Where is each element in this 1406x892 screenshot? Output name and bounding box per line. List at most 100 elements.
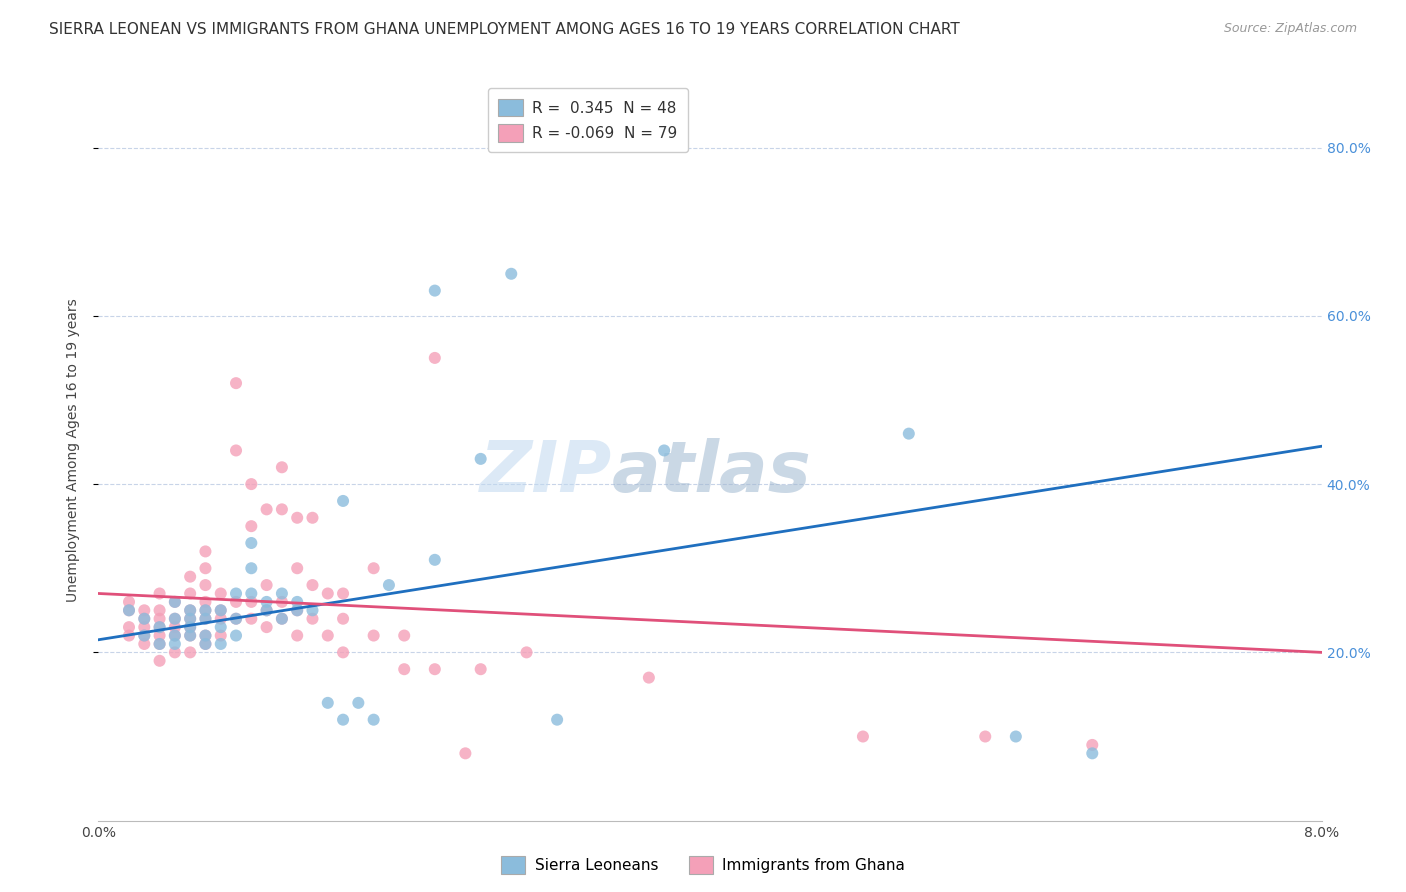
Point — [194, 628, 217, 642]
Point — [637, 671, 661, 685]
Point — [134, 612, 156, 626]
Point — [209, 637, 232, 651]
Point — [194, 603, 217, 617]
Point — [194, 637, 217, 651]
Point — [256, 620, 278, 634]
Point — [270, 612, 294, 626]
Point — [1081, 738, 1104, 752]
Text: atlas: atlas — [612, 438, 811, 508]
Point — [163, 612, 186, 626]
Point — [163, 637, 186, 651]
Point — [423, 284, 446, 298]
Point — [332, 713, 354, 727]
Point — [179, 603, 201, 617]
Point — [470, 662, 492, 676]
Point — [134, 620, 156, 634]
Point — [179, 603, 201, 617]
Point — [149, 628, 172, 642]
Point — [240, 477, 263, 491]
Point — [301, 510, 323, 524]
Point — [118, 620, 141, 634]
Point — [209, 603, 232, 617]
Point — [209, 612, 232, 626]
Point — [423, 351, 446, 365]
Point — [149, 637, 172, 651]
Point — [179, 620, 201, 634]
Point — [194, 561, 217, 575]
Point — [546, 713, 568, 727]
Point — [270, 502, 294, 516]
Point — [179, 569, 201, 583]
Point — [1081, 747, 1104, 761]
Point — [332, 645, 354, 659]
Point — [225, 586, 247, 600]
Point — [118, 628, 141, 642]
Point — [179, 620, 201, 634]
Point — [118, 603, 141, 617]
Point — [163, 595, 186, 609]
Point — [134, 637, 156, 651]
Point — [209, 628, 232, 642]
Point — [194, 544, 217, 558]
Point — [285, 510, 308, 524]
Point — [423, 662, 446, 676]
Point — [332, 612, 354, 626]
Point — [149, 603, 172, 617]
Point — [332, 494, 354, 508]
Point — [225, 612, 247, 626]
Point — [301, 578, 323, 592]
Point — [163, 645, 186, 659]
Point — [149, 637, 172, 651]
Point — [897, 426, 920, 441]
Point — [852, 730, 875, 744]
Point — [270, 586, 294, 600]
Point — [149, 620, 172, 634]
Point — [974, 730, 997, 744]
Point — [256, 578, 278, 592]
Point — [285, 603, 308, 617]
Point — [270, 612, 294, 626]
Point — [240, 536, 263, 550]
Point — [194, 578, 217, 592]
Point — [470, 451, 492, 466]
Point — [163, 628, 186, 642]
Point — [332, 586, 354, 600]
Legend: Sierra Leoneans, Immigrants from Ghana: Sierra Leoneans, Immigrants from Ghana — [495, 850, 911, 880]
Point — [256, 502, 278, 516]
Point — [194, 628, 217, 642]
Point — [256, 595, 278, 609]
Point — [163, 612, 186, 626]
Point — [316, 696, 339, 710]
Point — [179, 612, 201, 626]
Point — [652, 443, 675, 458]
Point — [163, 628, 186, 642]
Point — [149, 612, 172, 626]
Point — [423, 553, 446, 567]
Point — [179, 628, 201, 642]
Point — [225, 443, 247, 458]
Point — [194, 612, 217, 626]
Point — [209, 603, 232, 617]
Point — [363, 628, 385, 642]
Point — [194, 612, 217, 626]
Point — [134, 628, 156, 642]
Point — [240, 612, 263, 626]
Point — [501, 267, 523, 281]
Point — [194, 637, 217, 651]
Point — [240, 519, 263, 533]
Point — [163, 595, 186, 609]
Point — [240, 595, 263, 609]
Point — [392, 662, 416, 676]
Point — [225, 595, 247, 609]
Point — [363, 713, 385, 727]
Point — [134, 603, 156, 617]
Legend: R =  0.345  N = 48, R = -0.069  N = 79: R = 0.345 N = 48, R = -0.069 N = 79 — [488, 88, 688, 153]
Point — [194, 603, 217, 617]
Point — [163, 620, 186, 634]
Point — [240, 586, 263, 600]
Point — [118, 595, 141, 609]
Point — [378, 578, 401, 592]
Point — [209, 586, 232, 600]
Point — [149, 654, 172, 668]
Point — [149, 620, 172, 634]
